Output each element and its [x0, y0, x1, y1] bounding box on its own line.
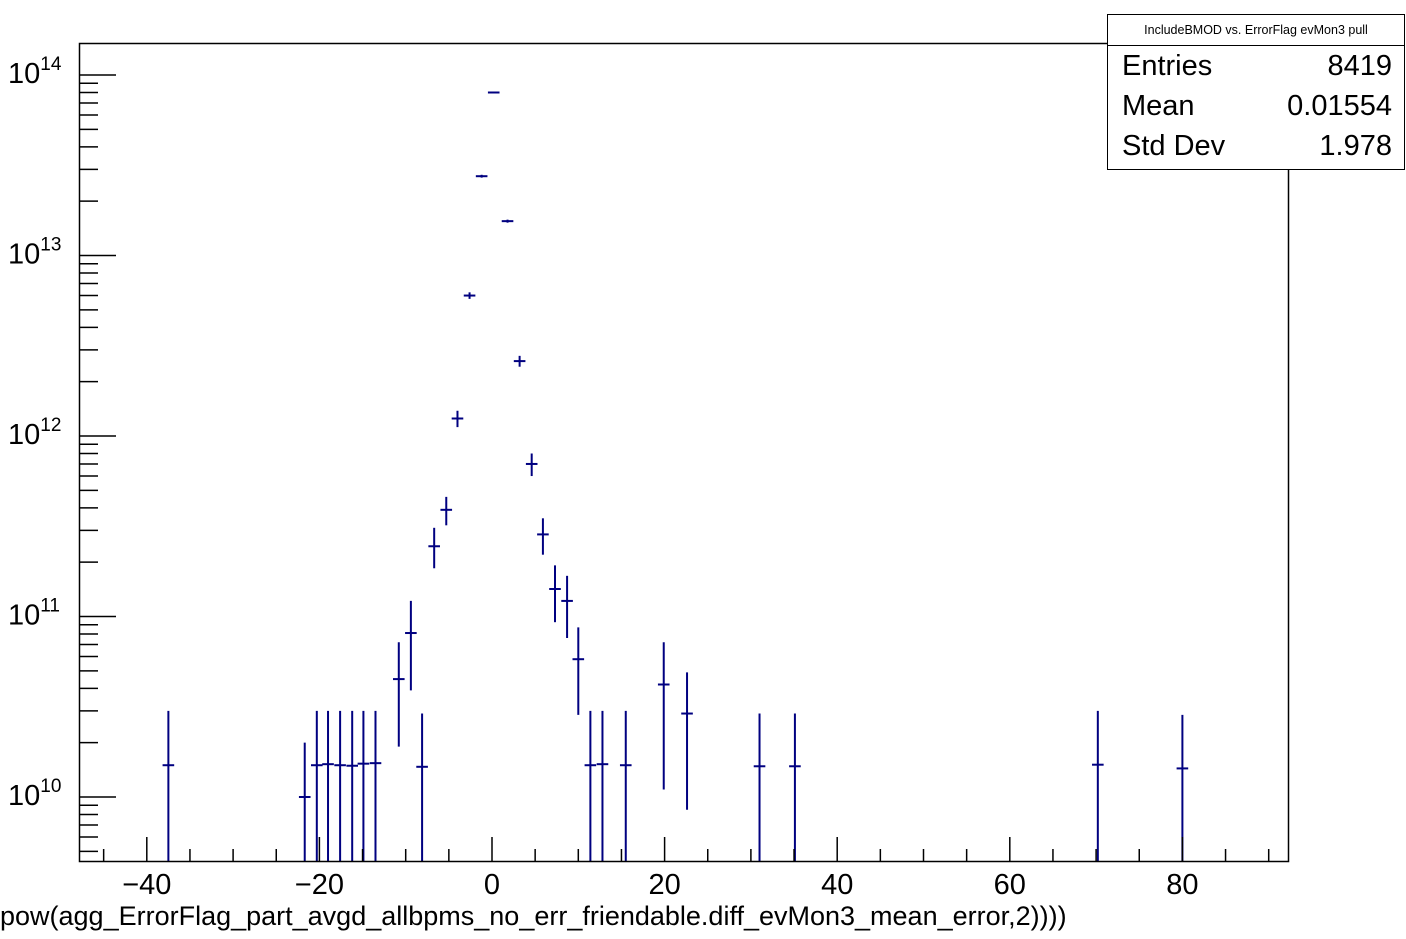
data-point [428, 527, 440, 569]
stats-entries-label: Entries [1122, 50, 1213, 82]
data-point [561, 575, 573, 639]
data-point [311, 710, 323, 861]
stats-mean-label: Mean [1122, 90, 1195, 122]
y-tick-label: 1012 [8, 415, 61, 451]
data-point [657, 642, 670, 790]
data-point [525, 453, 538, 477]
data-point [584, 710, 597, 861]
data-point [357, 710, 370, 861]
stats-mean-row: Mean 0.01554 [1108, 86, 1404, 126]
x-tick-label: −40 [122, 869, 171, 901]
data-point [463, 292, 476, 299]
data-point [619, 710, 632, 861]
data-point [475, 174, 488, 178]
plot-frame [78, 42, 1290, 863]
x-axis-title: pow(agg_ErrorFlag_part_avgd_allbpms_no_e… [0, 901, 1067, 931]
x-tick-label: 0 [484, 869, 500, 901]
data-point [596, 710, 609, 861]
data-point [501, 219, 514, 223]
data-point [346, 710, 358, 861]
y-tick-label: 1011 [8, 596, 60, 632]
x-tick-label: 60 [994, 869, 1026, 901]
data-point [322, 710, 334, 861]
data-point [440, 496, 453, 526]
data-point [298, 742, 311, 861]
data-point [334, 710, 346, 861]
data-point [513, 355, 526, 367]
stats-entries-value: 8419 [1327, 50, 1392, 82]
data-point [487, 91, 500, 94]
data-point [753, 713, 766, 861]
data-point [572, 627, 585, 715]
data-point [681, 672, 693, 810]
x-tick-label: 40 [821, 869, 853, 901]
y-tick-label: 1014 [8, 54, 62, 90]
data-points [162, 91, 1189, 861]
stats-stddev-value: 1.978 [1319, 130, 1392, 162]
y-tick-label: 1013 [8, 235, 61, 271]
data-point [392, 642, 405, 747]
data-point [405, 600, 417, 691]
data-point [1092, 710, 1104, 861]
data-point [789, 713, 801, 861]
data-point [416, 713, 428, 861]
y-tick-label: 1010 [8, 776, 61, 812]
data-point [537, 518, 549, 555]
x-tick-label: 20 [648, 869, 680, 901]
data-point [451, 410, 464, 428]
x-tick-label: −20 [295, 869, 344, 901]
stats-title: IncludeBMOD vs. ErrorFlag evMon3 pull [1108, 15, 1404, 46]
data-point [1176, 714, 1189, 861]
stats-box: IncludeBMOD vs. ErrorFlag evMon3 pull En… [1107, 14, 1405, 170]
data-point [162, 710, 175, 861]
data-point [369, 710, 382, 861]
x-tick-label: 80 [1166, 869, 1198, 901]
stats-mean-value: 0.01554 [1287, 90, 1392, 122]
stats-stddev-label: Std Dev [1122, 130, 1226, 162]
stats-stddev-row: Std Dev 1.978 [1108, 126, 1404, 166]
stats-entries-row: Entries 8419 [1108, 46, 1404, 86]
data-point [549, 565, 561, 623]
axes: −40 −20 0 20 40 60 80 1010 1011 1012 1013 1014 [8, 42, 1290, 901]
